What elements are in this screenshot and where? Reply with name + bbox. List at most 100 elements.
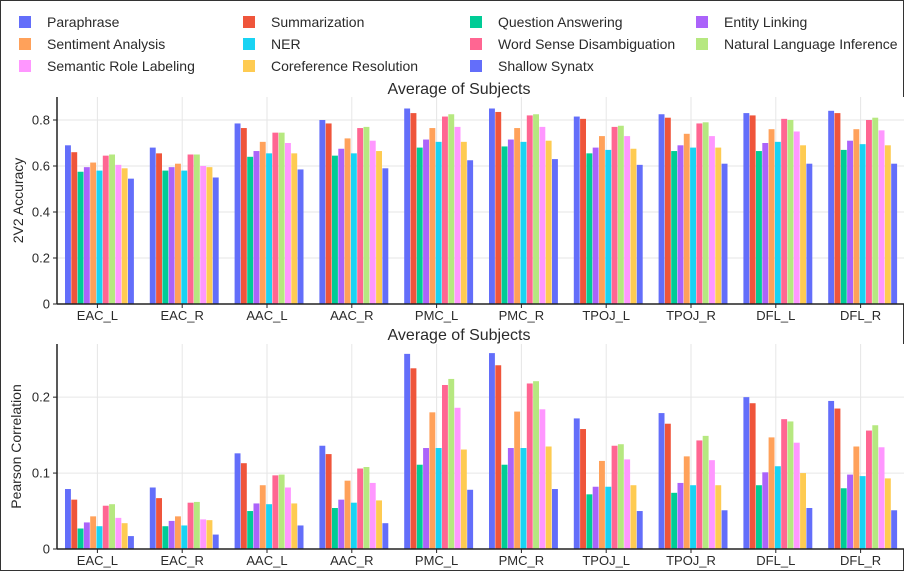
- bar-word-sense-disambiguation: [611, 126, 618, 305]
- bar-summarization: [71, 152, 78, 304]
- bar-paraphrase: [743, 397, 750, 549]
- bar-entity-linking: [168, 520, 175, 549]
- bar-entity-linking: [592, 486, 599, 549]
- bar-ner: [266, 504, 272, 549]
- bar-natural-language-inference: [363, 467, 370, 549]
- bar-semantic-role-labeling: [369, 482, 376, 549]
- bar-entity-linking: [423, 139, 429, 304]
- bar-sentiment-analysis: [853, 446, 860, 549]
- bar-word-sense-disambiguation: [102, 155, 109, 304]
- bar-question-answering: [756, 485, 762, 549]
- bar-ner: [859, 144, 866, 304]
- bar-question-answering: [77, 528, 84, 549]
- bar-paraphrase: [658, 114, 665, 304]
- legend-item[interactable]: Summarization: [243, 12, 364, 32]
- bar-semantic-role-labeling: [539, 409, 546, 549]
- bar-semantic-role-labeling: [878, 447, 885, 549]
- bar-summarization: [325, 454, 332, 549]
- x-tick-label: AAC_L: [246, 553, 287, 568]
- bar-sentiment-analysis: [259, 485, 266, 549]
- bar-summarization: [71, 499, 78, 549]
- legend-label: NER: [271, 36, 301, 52]
- legend-item[interactable]: NER: [243, 34, 301, 54]
- bar-paraphrase: [234, 123, 241, 304]
- bar-sentiment-analysis: [175, 163, 181, 304]
- bar-shallow-synatx: [891, 510, 898, 549]
- legend-item[interactable]: Semantic Role Labeling: [19, 56, 195, 76]
- x-tick-label: EAC_L: [77, 553, 118, 568]
- bar-shallow-synatx: [806, 163, 813, 304]
- bar-paraphrase: [573, 418, 580, 549]
- bar-ner: [96, 170, 103, 304]
- bar-question-answering: [77, 171, 84, 304]
- bar-sentiment-analysis: [429, 412, 436, 549]
- bar-summarization: [834, 408, 841, 549]
- legend-item[interactable]: Question Answering: [470, 12, 623, 32]
- x-tick-label: TPOJ_L: [582, 553, 630, 568]
- bar-paraphrase: [65, 145, 71, 304]
- bar-semantic-role-labeling: [454, 407, 461, 549]
- bar-sentiment-analysis: [175, 516, 181, 549]
- bar-word-sense-disambiguation: [526, 115, 533, 305]
- legend-item[interactable]: Natural Language Inference: [696, 34, 898, 54]
- x-tick-label: PMC_R: [499, 308, 545, 323]
- bar-coreference-resolution: [630, 485, 637, 549]
- y-tick-label: 0.8: [32, 113, 50, 128]
- bar-coreference-resolution: [715, 485, 722, 549]
- bar-paraphrase: [489, 108, 495, 304]
- bar-summarization: [749, 403, 756, 549]
- x-tick-label: TPOJ_R: [666, 308, 716, 323]
- y-tick-label: 0.1: [32, 466, 50, 481]
- bar-entity-linking: [592, 147, 599, 304]
- legend-item[interactable]: Sentiment Analysis: [19, 34, 165, 54]
- legend-item[interactable]: Paraphrase: [19, 12, 119, 32]
- legend-item[interactable]: Word Sense Disambiguation: [470, 34, 675, 54]
- x-tick-label: DFL_L: [756, 553, 795, 568]
- bar-shallow-synatx: [806, 508, 813, 549]
- bar-natural-language-inference: [702, 122, 709, 304]
- bar-question-answering: [586, 494, 593, 549]
- bar-sentiment-analysis: [599, 136, 605, 304]
- bar-entity-linking: [338, 499, 345, 549]
- x-tick-label: AAC_L: [246, 308, 287, 323]
- bar-semantic-role-labeling: [454, 126, 461, 305]
- bar-ner: [181, 525, 188, 549]
- bar-ner: [774, 141, 781, 304]
- bar-summarization: [580, 429, 586, 549]
- legend-item[interactable]: Coreference Resolution: [243, 56, 418, 76]
- bar-coreference-resolution: [291, 503, 298, 549]
- legend-label: Semantic Role Labeling: [47, 58, 195, 74]
- legend-label: Summarization: [271, 14, 365, 30]
- bar-coreference-resolution: [460, 449, 467, 549]
- legend-item[interactable]: Shallow Synatx: [470, 56, 594, 76]
- bar-shallow-synatx: [382, 168, 389, 304]
- legend-label: Paraphrase: [47, 14, 120, 30]
- bar-natural-language-inference: [448, 378, 455, 549]
- bar-question-answering: [840, 488, 847, 549]
- bar-word-sense-disambiguation: [442, 116, 448, 304]
- bar-natural-language-inference: [787, 120, 794, 304]
- legend-label: Coreference Resolution: [271, 58, 419, 74]
- bar-coreference-resolution: [630, 148, 637, 304]
- y-axis-label: Pearson Correlation: [8, 384, 24, 509]
- bar-natural-language-inference: [109, 154, 115, 304]
- legend-item[interactable]: Entity Linking: [696, 12, 807, 32]
- bar-paraphrase: [319, 445, 326, 549]
- bar-shallow-synatx: [891, 163, 898, 304]
- bar-entity-linking: [423, 448, 429, 549]
- bar-word-sense-disambiguation: [696, 440, 703, 549]
- bar-shallow-synatx: [297, 169, 304, 304]
- bar-question-answering: [501, 464, 508, 549]
- bar-natural-language-inference: [872, 425, 879, 549]
- legend-label: Entity Linking: [724, 14, 808, 30]
- legend-swatch: [696, 38, 708, 50]
- x-tick-label: DFL_L: [756, 308, 795, 323]
- bar-entity-linking: [762, 472, 769, 549]
- bar-shallow-synatx: [721, 163, 728, 304]
- bar-question-answering: [332, 155, 338, 304]
- bar-paraphrase: [149, 487, 156, 549]
- bar-entity-linking: [168, 167, 175, 304]
- bar-sentiment-analysis: [514, 411, 521, 549]
- bar-entity-linking: [253, 503, 260, 549]
- bar-entity-linking: [762, 143, 769, 304]
